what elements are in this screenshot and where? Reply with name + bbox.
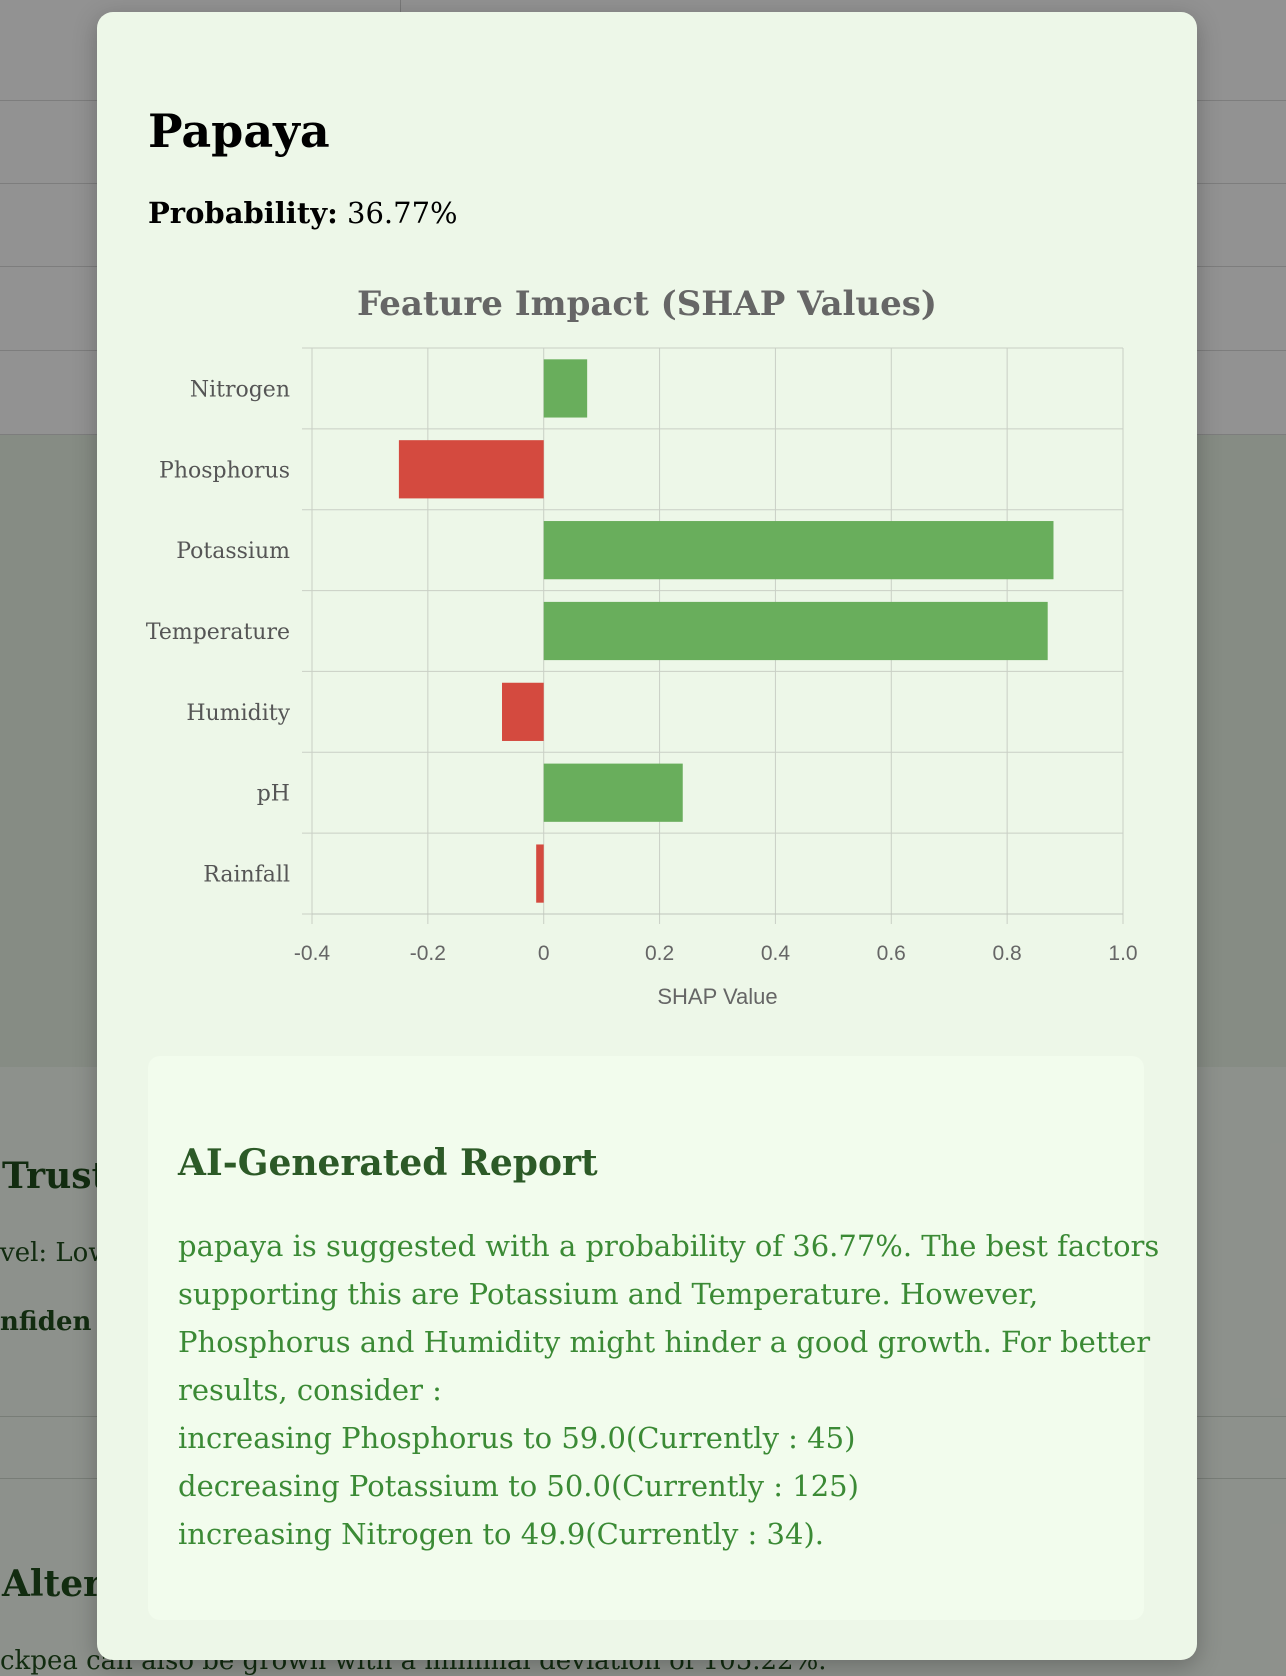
report-line: supporting this are Potassium and Temper… <box>178 1277 1039 1311</box>
bar-potassium <box>543 521 1054 580</box>
chart-title: Feature Impact (SHAP Values) <box>356 284 937 324</box>
report-suggestion-line: decreasing Potassium to 50.0(Currently :… <box>178 1469 859 1503</box>
ai-report-panel: AI-Generated Report papaya is suggested … <box>148 1056 1160 1620</box>
table-column-divider <box>400 0 401 14</box>
x-tick-label: 1.0 <box>1108 942 1137 965</box>
probability-value: 36.77% <box>347 196 458 230</box>
confidence-text: nfiden <box>0 1307 92 1337</box>
alternatives-heading: Alter <box>2 1563 103 1605</box>
report-title: AI-Generated Report <box>178 1142 598 1184</box>
y-tick-label: Nitrogen <box>190 377 290 402</box>
bar-ph <box>543 763 683 822</box>
x-tick-label: -0.4 <box>294 942 331 965</box>
bar-phosphorus <box>398 440 544 499</box>
x-tick-label: 0.6 <box>877 942 906 965</box>
report-line: papaya is suggested with a probability o… <box>178 1229 1160 1263</box>
y-tick-label: Phosphorus <box>159 458 290 483</box>
crop-name-title: Papaya <box>148 104 330 158</box>
report-line: results, consider : <box>178 1373 442 1407</box>
x-tick-label: 0.8 <box>993 942 1022 965</box>
x-tick-label: 0.2 <box>645 942 674 965</box>
bar-nitrogen <box>543 359 588 418</box>
shap-bar-chart: -0.4 -0.2 0 0.2 0.4 0.6 0.8 1.0 Nitrogen Phosphor… <box>146 347 1138 1009</box>
x-tick-label: 0 <box>538 942 550 965</box>
probability-label: Probability: <box>148 196 338 230</box>
y-tick-label: pH <box>257 782 290 807</box>
y-tick-label: Humidity <box>186 701 290 726</box>
trust-heading: Trust <box>2 1155 109 1197</box>
bar-temperature <box>543 601 1048 661</box>
report-suggestion-line: increasing Nitrogen to 49.9(Currently : … <box>178 1517 824 1551</box>
x-tick-label: -0.2 <box>410 942 446 965</box>
report-suggestion-line: increasing Phosphorus to 59.0(Currently … <box>178 1421 856 1455</box>
chart-bars <box>398 359 1054 903</box>
probability-line: Probability: 36.77% <box>148 196 458 230</box>
crop-detail-modal: Papaya Probability: 36.77% Feature Impac… <box>97 12 1197 1660</box>
chart-labels: -0.4 -0.2 0 0.2 0.4 0.6 0.8 1.0 Nitrogen Phosphor… <box>146 377 1138 1009</box>
bar-rainfall <box>536 844 544 903</box>
chart-grid <box>302 347 1124 924</box>
x-tick-label: 0.4 <box>761 942 791 965</box>
y-tick-label: Potassium <box>176 539 290 564</box>
y-tick-label: Temperature <box>146 620 290 645</box>
bar-humidity <box>502 682 544 741</box>
x-axis-title: SHAP Value <box>657 984 777 1009</box>
y-tick-label: Rainfall <box>203 863 290 888</box>
trust-level-text: vel: Low <box>0 1238 111 1268</box>
report-body: papaya is suggested with a probability o… <box>178 1222 1160 1558</box>
report-line: Phosphorus and Humidity might hinder a g… <box>178 1325 1151 1359</box>
